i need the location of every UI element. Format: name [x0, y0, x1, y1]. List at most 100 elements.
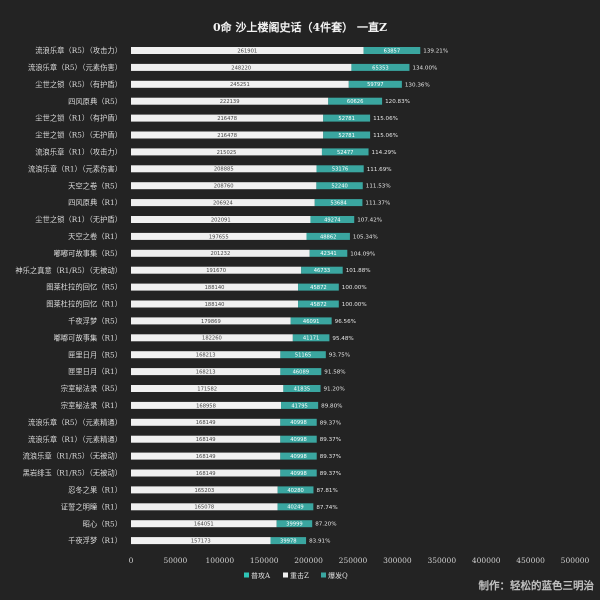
value-label-charged: 168958 — [196, 403, 216, 409]
value-label-charged: 208885 — [214, 167, 234, 173]
value-label-burst: 46089 — [293, 370, 310, 376]
x-tick-label: 250000 — [339, 556, 368, 565]
bar-charged-attack — [131, 148, 322, 156]
bar-burst — [348, 80, 402, 88]
bar-charged-attack — [131, 503, 278, 511]
category-label: 流浪乐章（R5）（元素伤害） — [28, 63, 122, 72]
value-label-charged: 165203 — [194, 488, 214, 494]
bars: 261901 63857 139.21% 248220 65353 134.00% 2452… — [131, 47, 448, 545]
category-label: 宗室秘法录（R5） — [61, 384, 122, 393]
value-label-burst: 40998 — [290, 454, 307, 460]
category-label: 神乐之真意（R1/R5）（无被动） — [15, 266, 122, 275]
percent-label: 115.06% — [373, 116, 398, 122]
percent-label: 89.37% — [320, 420, 341, 426]
percent-label: 87.20% — [315, 522, 336, 528]
percent-label: 91.20% — [324, 387, 345, 393]
value-label-charged: 216478 — [217, 133, 237, 139]
category-label: 四风原典（R1） — [68, 198, 122, 207]
value-label-burst: 65353 — [372, 65, 389, 71]
value-label-charged: 197655 — [209, 234, 229, 240]
percent-label: 139.21% — [423, 49, 448, 55]
value-label-burst: 41835 — [294, 386, 311, 392]
percent-label: 115.06% — [373, 133, 398, 139]
bar-charged-attack — [131, 317, 291, 325]
value-label-burst: 49274 — [324, 217, 341, 223]
bar-charged-attack — [131, 114, 324, 122]
legend-label: 重击Z — [290, 571, 309, 580]
bar-burst — [314, 199, 363, 207]
percent-label: 107.42% — [357, 218, 382, 224]
value-label-burst: 39978 — [280, 539, 297, 545]
bar-burst — [316, 182, 363, 190]
bar-burst — [281, 401, 319, 409]
category-label: 千夜浮梦（R5） — [68, 317, 122, 326]
value-label-burst: 53684 — [330, 201, 347, 207]
percent-label: 95.48% — [332, 336, 353, 342]
x-tick-label: 400000 — [472, 556, 501, 565]
value-label-charged: 188140 — [205, 285, 225, 291]
percent-label: 114.29% — [372, 150, 397, 156]
percent-label: 111.69% — [367, 167, 392, 173]
legend-label: 爆发Q — [328, 571, 348, 580]
bar-burst — [280, 435, 317, 443]
bar-charged-attack — [131, 351, 281, 359]
legend-label: 普攻A — [251, 571, 271, 580]
percent-label: 111.53% — [366, 184, 391, 190]
value-label-charged: 206924 — [213, 201, 234, 207]
value-label-burst: 53176 — [332, 167, 349, 173]
percent-label: 91.58% — [324, 370, 345, 376]
value-label-burst: 42341 — [320, 251, 337, 257]
value-label-charged: 191670 — [206, 268, 226, 274]
bar-burst — [270, 537, 307, 545]
percent-label: 89.37% — [320, 471, 341, 477]
value-label-charged: 261901 — [237, 48, 257, 54]
bar-burst — [292, 334, 330, 342]
value-label-burst: 39999 — [286, 522, 303, 528]
category-label: 天空之卷（R5） — [68, 181, 122, 190]
bar-charged-attack — [131, 334, 293, 342]
percent-label: 96.56% — [335, 319, 356, 325]
value-label-charged: 165078 — [194, 505, 214, 511]
bar-burst — [280, 368, 322, 376]
category-label: 四风原典（R5） — [68, 97, 122, 106]
value-label-charged: 168149 — [196, 471, 216, 477]
bar-charged-attack — [131, 368, 281, 376]
x-tick-label: 200000 — [294, 556, 323, 565]
bar-burst — [283, 385, 321, 392]
category-label: 天空之卷（R1） — [68, 232, 122, 241]
percent-label: 120.83% — [385, 99, 410, 105]
legend-swatch — [321, 572, 326, 578]
bar-burst — [277, 503, 314, 511]
category-label: 尘世之锁（R5）（无护盾） — [35, 131, 122, 140]
value-label-burst: 40998 — [290, 420, 307, 426]
percent-label: 101.88% — [346, 268, 371, 274]
value-label-charged: 201232 — [210, 251, 230, 257]
percent-label: 134.00% — [412, 65, 437, 71]
x-tick-label: 300000 — [383, 556, 412, 565]
percent-label: 93.75% — [329, 353, 350, 359]
bar-burst — [321, 148, 369, 156]
value-label-burst: 48862 — [320, 234, 337, 240]
value-label-burst: 52240 — [331, 184, 348, 190]
x-tick-label: 500000 — [561, 556, 590, 565]
bar-charged-attack — [131, 385, 284, 392]
bar-charged-attack — [131, 283, 299, 291]
category-label: 匣里日月（R5） — [68, 350, 122, 359]
bar-charged-attack — [131, 63, 352, 71]
bar-burst — [309, 249, 348, 257]
bar-burst — [280, 351, 326, 359]
bar-charged-attack — [131, 165, 317, 173]
bar-charged-attack — [131, 97, 329, 105]
value-label-burst: 40249 — [287, 505, 304, 511]
bar-burst — [280, 452, 317, 460]
percent-label: 100.00% — [342, 285, 367, 291]
bar-charged-attack — [131, 520, 277, 528]
value-label-burst: 52477 — [337, 150, 354, 156]
category-label: 宗室秘法录（R1） — [61, 401, 122, 410]
category-label: 黑岩绯玉（R1/R5）（无被动） — [23, 469, 122, 478]
x-tick-label: 150000 — [250, 556, 279, 565]
legend: 普攻A 重击Z 爆发Q — [244, 571, 348, 580]
value-label-burst: 45872 — [310, 285, 327, 291]
category-label: 尘世之锁（R5）（有护盾） — [35, 80, 122, 89]
